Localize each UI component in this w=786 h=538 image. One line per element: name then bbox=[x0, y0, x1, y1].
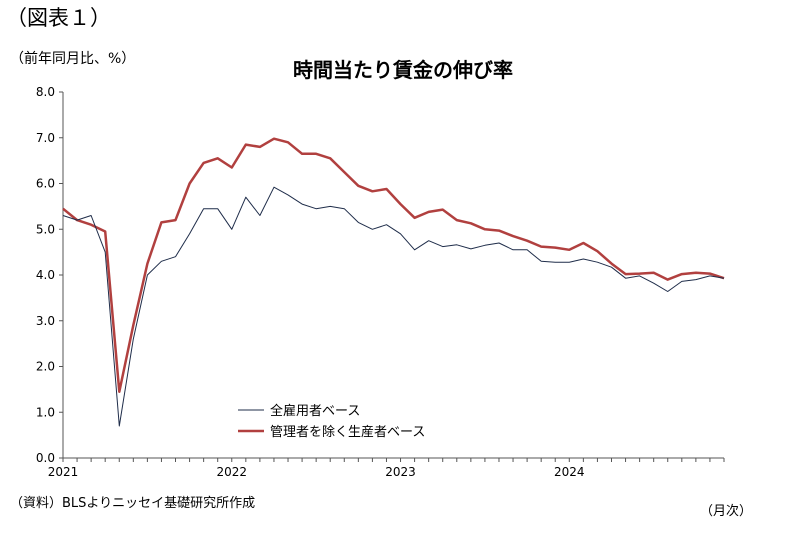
y-tick-label: 6.0 bbox=[36, 177, 55, 191]
source-note: （資料）BLSよりニッセイ基礎研究所作成 bbox=[10, 496, 256, 511]
y-tick-label: 0.0 bbox=[36, 451, 55, 465]
y-unit-label: （前年同月比、%） bbox=[10, 51, 136, 67]
y-tick-label: 5.0 bbox=[36, 222, 55, 236]
x-unit-label: （月次） bbox=[700, 504, 753, 519]
x-tick-label: 2022 bbox=[216, 465, 247, 479]
y-tick-label: 1.0 bbox=[36, 405, 55, 419]
y-tick-label: 4.0 bbox=[36, 268, 55, 282]
legend-label: 管理者を除く生産者ベース bbox=[270, 424, 425, 440]
y-tick-label: 7.0 bbox=[36, 131, 55, 145]
y-tick-label: 2.0 bbox=[36, 360, 55, 374]
y-tick-label: 3.0 bbox=[36, 314, 55, 328]
x-tick-label: 2023 bbox=[385, 465, 416, 479]
series-line-1 bbox=[62, 137, 725, 393]
series-line-0 bbox=[62, 186, 725, 427]
figure-label: （図表１） bbox=[6, 6, 111, 30]
legend-label: 全雇用者ベース bbox=[270, 403, 360, 419]
x-tick-label: 2021 bbox=[48, 465, 79, 479]
chart-title: 時間当たり賃金の伸び率 bbox=[293, 58, 513, 82]
y-tick-label: 8.0 bbox=[36, 85, 55, 99]
x-tick-label: 2024 bbox=[554, 465, 585, 479]
legend-box bbox=[230, 394, 448, 442]
